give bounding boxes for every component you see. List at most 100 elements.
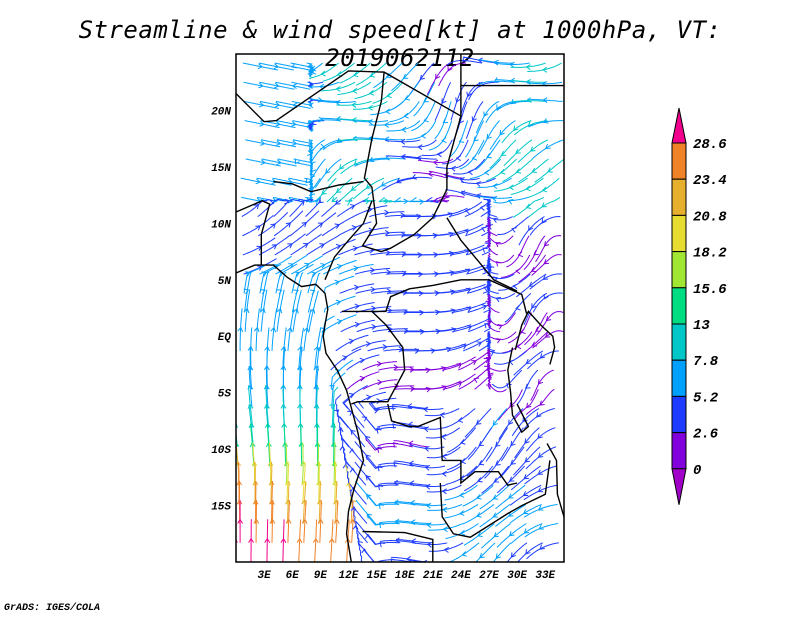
streamline-arrow <box>423 426 429 433</box>
streamline-arrow <box>319 143 326 150</box>
streamline <box>523 503 558 518</box>
streamline-arrow <box>525 185 531 192</box>
streamline-arrow <box>531 303 537 309</box>
streamline <box>486 279 500 294</box>
streamline-arrow <box>537 433 543 439</box>
map-frame <box>235 53 565 563</box>
streamline <box>339 428 350 467</box>
streamline-arrow <box>382 344 388 350</box>
streamline-arrow <box>384 209 390 216</box>
colorbar-label: 2.6 <box>693 427 719 443</box>
streamline-arrow <box>477 531 483 538</box>
boundary-line <box>362 530 434 562</box>
streamline-arrow <box>339 445 346 451</box>
streamline <box>451 302 487 313</box>
streamline <box>302 461 306 505</box>
streamline <box>357 533 379 562</box>
streamline <box>385 234 422 237</box>
streamline <box>461 190 497 198</box>
streamline <box>298 519 302 562</box>
streamline-arrow <box>402 270 408 277</box>
colorbar-segment <box>671 214 687 253</box>
streamline <box>493 196 529 204</box>
streamline <box>426 446 461 459</box>
streamline-arrow <box>507 511 514 517</box>
streamline <box>492 542 512 562</box>
streamline-arrow <box>337 426 344 433</box>
streamline-arrow <box>321 189 327 195</box>
streamline <box>354 158 390 167</box>
streamline-arrow <box>309 289 316 295</box>
streamline <box>379 521 415 525</box>
streamline-arrow <box>486 133 492 140</box>
streamline <box>381 177 416 191</box>
boundary-line <box>236 264 365 562</box>
streamline <box>529 273 563 290</box>
streamline <box>523 484 558 501</box>
x-tick-label: 21E <box>423 570 443 582</box>
streamline <box>362 361 398 371</box>
streamline <box>365 456 398 469</box>
streamline <box>241 199 273 218</box>
streamline <box>388 330 424 333</box>
streamline <box>438 62 467 87</box>
streamline-arrow <box>276 159 282 166</box>
streamline-arrow <box>293 307 299 314</box>
streamline-arrow <box>493 59 499 66</box>
streamline <box>335 500 339 543</box>
streamline-arrow <box>509 61 515 68</box>
streamline-arrow <box>473 136 479 142</box>
streamline <box>244 100 280 109</box>
streamline-arrow <box>400 138 406 145</box>
streamline <box>314 519 318 562</box>
streamline-arrow <box>483 111 489 118</box>
streamline-arrow <box>350 505 357 512</box>
streamline-arrow <box>402 73 409 79</box>
colorbar-segment <box>671 395 687 434</box>
streamline <box>378 366 414 371</box>
streamline <box>271 500 274 543</box>
streamline <box>234 328 235 371</box>
streamline <box>478 59 514 64</box>
streamline <box>383 348 419 352</box>
streamline <box>481 465 510 494</box>
streamline-arrow <box>486 153 492 159</box>
streamline <box>335 334 369 352</box>
streamline <box>326 177 353 203</box>
streamline-arrow <box>329 385 335 391</box>
streamline-arrow <box>537 505 544 511</box>
streamline <box>426 484 462 493</box>
streamline-arrow <box>342 355 348 361</box>
streamline <box>303 500 307 543</box>
streamline-arrow <box>456 363 462 369</box>
streamline-arrow <box>376 398 382 404</box>
streamline <box>510 523 543 544</box>
streamline <box>336 118 373 122</box>
streamline <box>457 350 490 371</box>
streamline-arrow <box>410 385 416 392</box>
coastlines-borders <box>236 54 564 562</box>
streamline-arrow <box>471 360 477 366</box>
streamline-arrow <box>365 341 372 347</box>
streamline <box>410 503 447 507</box>
streamline <box>290 233 322 256</box>
streamline <box>255 481 257 524</box>
streamline-arrow <box>247 365 254 371</box>
streamline <box>427 503 463 511</box>
streamline <box>323 295 356 313</box>
streamline <box>410 101 436 132</box>
streamline <box>339 416 366 448</box>
streamline-arrow <box>491 195 498 202</box>
streamline-arrow <box>365 183 372 189</box>
streamline-arrow <box>419 74 425 81</box>
streamline-arrow <box>473 377 480 383</box>
streamline <box>332 404 335 447</box>
streamline <box>444 175 480 181</box>
streamline <box>396 176 432 182</box>
streamline <box>307 100 312 104</box>
streamline <box>287 308 295 351</box>
streamline-arrow <box>294 158 300 165</box>
streamline-arrow <box>543 294 549 300</box>
streamline-arrow <box>309 197 315 203</box>
streamline-arrow <box>276 307 283 314</box>
